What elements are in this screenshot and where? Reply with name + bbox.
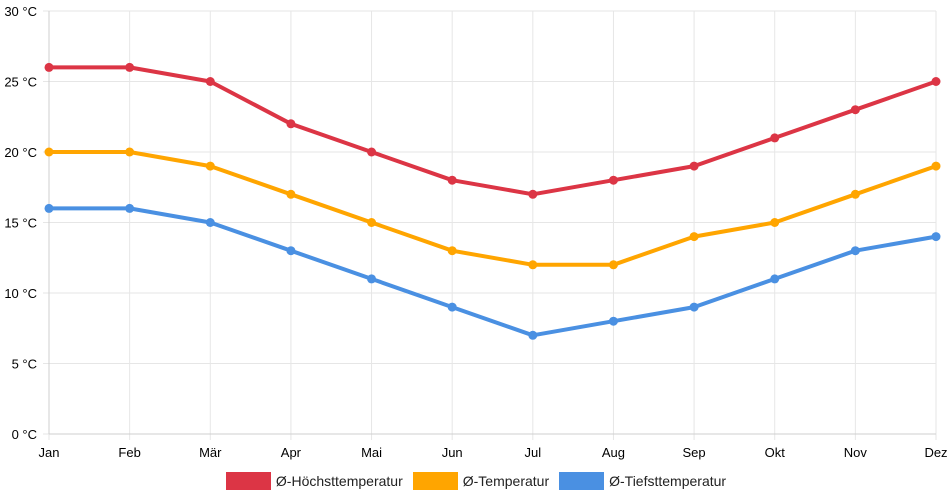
data-point-2[interactable] xyxy=(931,232,941,242)
x-tick-label: Nov xyxy=(844,445,868,460)
x-tick-label: Jul xyxy=(525,445,542,460)
data-point-1[interactable] xyxy=(931,161,941,171)
data-point-0[interactable] xyxy=(367,147,377,157)
y-tick-label: 10 °C xyxy=(4,286,37,301)
data-point-2[interactable] xyxy=(528,330,538,340)
legend-item-max[interactable]: Ø-Höchsttemperatur xyxy=(225,472,403,490)
legend: Ø-Höchsttemperatur Ø-Temperatur Ø-Tiefst… xyxy=(0,472,952,490)
data-point-2[interactable] xyxy=(286,246,296,256)
x-tick-label: Mai xyxy=(361,445,382,460)
y-tick-label: 0 °C xyxy=(12,427,37,442)
data-point-0[interactable] xyxy=(770,133,780,143)
legend-swatch-max xyxy=(225,472,271,490)
data-point-0[interactable] xyxy=(608,175,618,185)
data-point-0[interactable] xyxy=(125,62,135,72)
data-point-1[interactable] xyxy=(770,218,780,227)
data-point-1[interactable] xyxy=(286,189,296,199)
data-point-2[interactable] xyxy=(689,302,699,312)
x-tick-label: Jan xyxy=(39,445,60,460)
grid-lines xyxy=(43,10,937,440)
series-line-0 xyxy=(47,65,938,197)
x-tick-label: Mär xyxy=(199,445,222,460)
x-tick-label: Feb xyxy=(118,445,140,460)
series-line-1 xyxy=(47,150,938,267)
data-point-0[interactable] xyxy=(447,175,457,185)
data-point-1[interactable] xyxy=(608,260,618,270)
data-point-1[interactable] xyxy=(205,161,215,171)
legend-label-max: Ø-Höchsttemperatur xyxy=(275,473,403,489)
data-point-1[interactable] xyxy=(44,147,54,157)
legend-swatch-min xyxy=(559,472,605,490)
x-tick-label: Apr xyxy=(281,445,302,460)
series-line-2 xyxy=(47,206,938,338)
data-point-2[interactable] xyxy=(447,302,457,312)
x-tick-label: Jun xyxy=(442,445,463,460)
data-point-2[interactable] xyxy=(205,218,215,227)
y-tick-label: 15 °C xyxy=(4,216,37,231)
data-point-1[interactable] xyxy=(850,189,860,199)
x-tick-label: Okt xyxy=(765,445,786,460)
legend-label-min: Ø-Tiefsttemperatur xyxy=(609,473,727,489)
y-tick-label: 30 °C xyxy=(4,4,37,19)
x-tick-label: Aug xyxy=(602,445,625,460)
data-point-2[interactable] xyxy=(770,274,780,284)
data-point-2[interactable] xyxy=(608,316,618,326)
x-tick-label: Dez xyxy=(924,445,947,460)
data-point-0[interactable] xyxy=(286,119,296,129)
data-point-2[interactable] xyxy=(850,246,860,256)
data-point-2[interactable] xyxy=(367,274,377,284)
data-point-0[interactable] xyxy=(689,161,699,171)
data-point-1[interactable] xyxy=(125,147,135,157)
legend-item-min[interactable]: Ø-Tiefsttemperatur xyxy=(559,472,726,490)
x-tick-label: Sep xyxy=(683,445,706,460)
chart-canvas: 0 °C 5 °C 10 °C 15 °C 20 °C 25 °C 30 °C Jan Feb M… xyxy=(4,4,947,460)
y-tick-label: 20 °C xyxy=(4,145,37,160)
data-point-1[interactable] xyxy=(447,246,457,256)
y-tick-label: 5 °C xyxy=(12,357,37,372)
data-point-2[interactable] xyxy=(44,203,54,213)
data-point-1[interactable] xyxy=(528,260,538,270)
legend-swatch-avg xyxy=(412,472,458,490)
legend-label-avg: Ø-Temperatur xyxy=(462,473,550,489)
series-lines xyxy=(44,62,941,340)
data-point-1[interactable] xyxy=(689,232,699,242)
data-point-0[interactable] xyxy=(850,105,860,115)
data-point-1[interactable] xyxy=(367,218,377,227)
data-point-0[interactable] xyxy=(931,77,941,86)
data-point-0[interactable] xyxy=(205,77,215,86)
y-tick-label: 25 °C xyxy=(4,75,37,90)
axis-labels: 0 °C 5 °C 10 °C 15 °C 20 °C 25 °C 30 °C Jan Feb M… xyxy=(4,4,947,460)
data-point-0[interactable] xyxy=(528,189,538,199)
data-point-0[interactable] xyxy=(44,62,54,72)
legend-item-avg[interactable]: Ø-Temperatur xyxy=(412,472,550,490)
data-point-2[interactable] xyxy=(125,203,135,213)
